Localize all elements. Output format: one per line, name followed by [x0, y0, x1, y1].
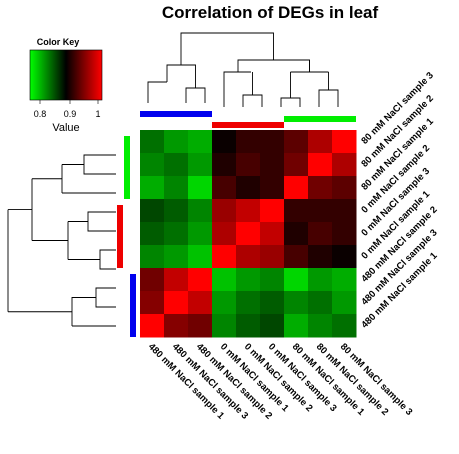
color-key-tick-label: 0.9	[64, 109, 77, 119]
heatmap-cell	[332, 268, 357, 292]
column-group-bar	[284, 116, 356, 122]
heatmap-cell	[212, 222, 237, 246]
color-key-tick-label: 0.8	[34, 109, 47, 119]
heatmap-cell	[188, 222, 213, 246]
heatmap-cell	[140, 314, 165, 338]
heatmap-cell	[332, 291, 357, 315]
heatmap-cell	[284, 291, 309, 315]
heatmap-cell	[236, 176, 261, 200]
heatmap-cell	[308, 314, 333, 338]
heatmap-cell	[308, 199, 333, 223]
heatmap-cell	[260, 245, 285, 269]
heatmap-cell	[164, 222, 189, 246]
heatmap-cell	[332, 176, 357, 200]
heatmap-cell	[188, 153, 213, 177]
heatmap-cell	[332, 245, 357, 269]
heatmap-cell	[308, 153, 333, 177]
heatmap-cell	[164, 291, 189, 315]
heatmap-cell	[140, 153, 165, 177]
heatmap-cell	[308, 291, 333, 315]
row-group-bar	[124, 136, 130, 199]
heatmap-cell	[332, 153, 357, 177]
column-group-bar	[212, 122, 284, 128]
heatmap-cell	[164, 314, 189, 338]
heatmap-cell	[212, 291, 237, 315]
heatmap-cell	[188, 130, 213, 154]
heatmap-cell	[188, 176, 213, 200]
heatmap-cell	[236, 245, 261, 269]
color-key-tick-label: 1	[95, 109, 100, 119]
heatmap-cell	[260, 176, 285, 200]
heatmap-cell	[260, 153, 285, 177]
heatmap-cell	[212, 153, 237, 177]
heatmap-cell	[212, 245, 237, 269]
heatmap-cell	[140, 268, 165, 292]
heatmap-cell	[236, 314, 261, 338]
heatmap-cell	[164, 199, 189, 223]
heatmap-cell	[188, 199, 213, 223]
heatmap-cell	[236, 130, 261, 154]
heatmap-cell	[188, 245, 213, 269]
color-key: Color Key 0.8 0.9 1 Value	[29, 37, 103, 134]
heatmap-cell	[284, 130, 309, 154]
heatmap-cell	[284, 314, 309, 338]
row-dendrogram	[7, 154, 116, 327]
heatmap-cell	[284, 176, 309, 200]
heatmap-cell	[212, 130, 237, 154]
heatmap-cell	[284, 153, 309, 177]
color-key-title: Color Key	[37, 37, 80, 47]
heatmap-cell	[236, 199, 261, 223]
heatmap-cell	[332, 222, 357, 246]
heatmap-cell	[164, 153, 189, 177]
column-group-bar	[140, 111, 212, 117]
heatmap-cell	[140, 291, 165, 315]
heatmap-cell	[140, 130, 165, 154]
chart-title: Correlation of DEGs in leaf	[162, 3, 379, 22]
heatmap-cell	[308, 130, 333, 154]
heatmap-cell	[236, 268, 261, 292]
heatmap-cell	[332, 130, 357, 154]
heatmap-cell	[260, 222, 285, 246]
heatmap-cell	[260, 314, 285, 338]
heatmap-cell	[140, 176, 165, 200]
heatmap-cell	[332, 314, 357, 338]
heatmap-cell	[140, 222, 165, 246]
heatmap-cell	[284, 268, 309, 292]
heatmap-cell	[284, 222, 309, 246]
heatmap-cell	[308, 176, 333, 200]
heatmap-cell	[284, 199, 309, 223]
heatmap-cell	[188, 314, 213, 338]
color-key-gradient	[29, 49, 103, 101]
heatmap-cell	[212, 199, 237, 223]
heatmap-cell	[164, 245, 189, 269]
heatmap-cell	[308, 268, 333, 292]
heatmap-cell	[188, 268, 213, 292]
heatmap-cell	[236, 291, 261, 315]
heatmap-cell	[236, 222, 261, 246]
heatmap-cell	[236, 153, 261, 177]
heatmap-cell	[164, 130, 189, 154]
heatmap-cell	[164, 268, 189, 292]
heatmap-cell	[164, 176, 189, 200]
heatmap-cell	[260, 268, 285, 292]
heatmap-cell	[212, 268, 237, 292]
heatmap-cell	[212, 176, 237, 200]
row-group-bar	[117, 205, 123, 268]
heatmap-cell	[212, 314, 237, 338]
heatmap-cell	[332, 199, 357, 223]
heatmap-cell	[308, 245, 333, 269]
heatmap-cell	[188, 291, 213, 315]
row-group-bar	[130, 274, 136, 337]
column-dendrogram	[147, 32, 339, 107]
heatmap-cell	[260, 199, 285, 223]
heatmap-cell	[308, 222, 333, 246]
color-key-label: Value	[52, 122, 79, 134]
heatmap-cell	[260, 130, 285, 154]
heatmap-cell	[284, 245, 309, 269]
heatmap-cell	[140, 199, 165, 223]
heatmap-cell	[260, 291, 285, 315]
heatmap-cell	[140, 245, 165, 269]
